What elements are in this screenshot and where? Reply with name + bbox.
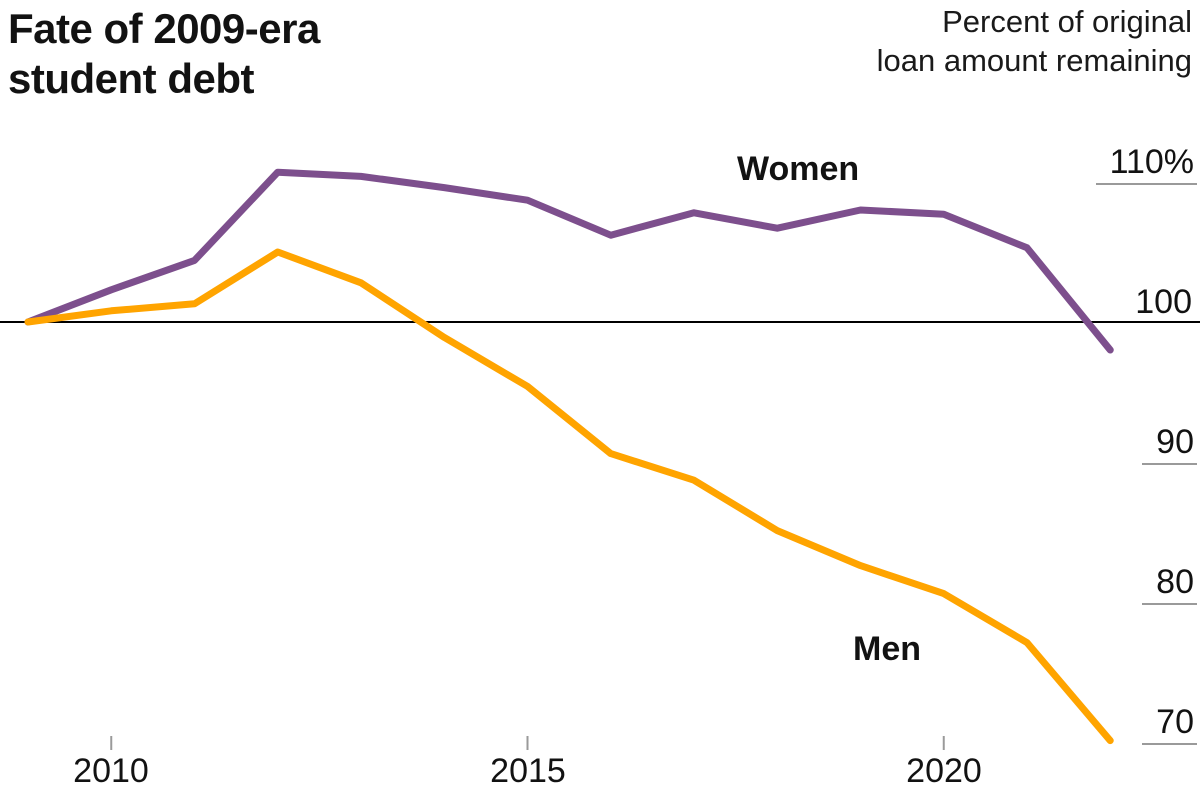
series-label-women: Women	[737, 150, 860, 188]
y-tick-label-110: 110%	[1095, 144, 1197, 185]
y-axis-title: Percent of original loan amount remainin…	[877, 2, 1192, 80]
y-tick-label-90: 90	[1142, 424, 1197, 465]
series-label-men: Men	[853, 630, 921, 668]
x-tick-label-2020: 2020	[906, 752, 982, 790]
y-axis-title-line1: Percent of original	[942, 4, 1192, 39]
y-tick-label-70: 70	[1142, 704, 1197, 745]
y-axis-title-line2: loan amount remaining	[876, 43, 1192, 78]
x-tick-label-2015: 2015	[490, 752, 566, 790]
chart-title: Fate of 2009-era student debt	[8, 4, 320, 104]
men-line	[24, 248, 1114, 745]
y-tick-label-100: 100	[1135, 283, 1192, 321]
y-tick-label-80: 80	[1142, 564, 1197, 605]
x-tick-label-2010: 2010	[73, 752, 149, 790]
chart-title-line2: student debt	[8, 55, 254, 102]
chart-title-line1: Fate of 2009-era	[8, 5, 320, 52]
women-line	[24, 168, 1114, 354]
